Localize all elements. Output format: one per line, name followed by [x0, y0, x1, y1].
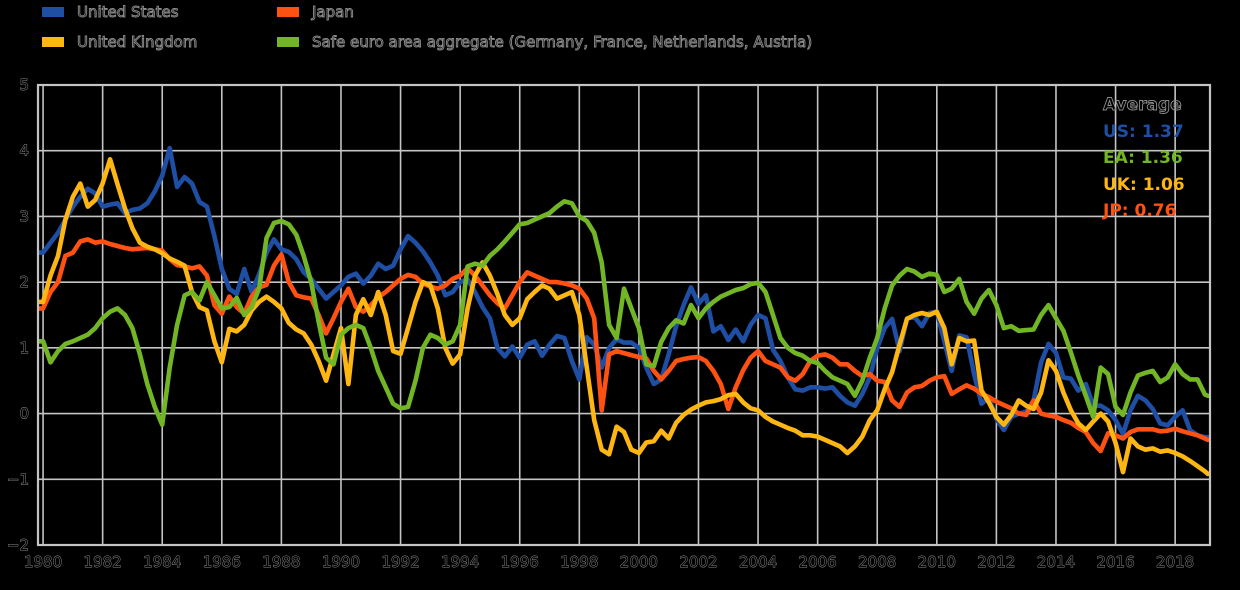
x-tick-label: 2008 [858, 553, 896, 571]
legend-label-united-kingdom: United Kingdom [77, 33, 198, 52]
average-jp-value: JP: 0.76 [1103, 201, 1177, 221]
y-axis-tick-labels: 5 4 3 2 1 0 −1 −2 [6, 76, 29, 555]
x-tick-label: 1984 [143, 553, 181, 571]
y-tick-label: 1 [19, 339, 29, 357]
x-tick-label: 2000 [620, 553, 658, 571]
series-lines [38, 145, 1210, 477]
x-tick-label: 1982 [84, 553, 122, 571]
x-tick-label: 2004 [739, 553, 777, 571]
x-tick-label: 1988 [262, 553, 300, 571]
series-line-uk [38, 157, 1210, 477]
x-tick-label: 1998 [560, 553, 598, 571]
legend-swatch-safe-euro-area [277, 37, 299, 47]
average-annotation: Average US: 1.37 EA: 1.36 UK: 1.06 JP: 0… [1103, 92, 1223, 225]
legend-label-united-states: United States [77, 3, 179, 22]
series-line-us [38, 145, 1210, 440]
x-tick-label: 1994 [441, 553, 479, 571]
x-tick-label: 2002 [679, 553, 717, 571]
average-us-value: US: 1.37 [1103, 121, 1184, 142]
y-tick-label: 5 [19, 76, 29, 94]
average-ea-value: EA: 1.36 [1103, 148, 1183, 168]
x-tick-label: 2016 [1096, 553, 1134, 571]
x-tick-label: 2014 [1037, 553, 1075, 571]
legend: United States Japan United Kingdom Safe … [0, 0, 1000, 60]
y-tick-label: −2 [7, 536, 29, 554]
legend-swatch-japan [277, 7, 299, 17]
legend-label-japan: Japan [312, 3, 355, 22]
x-tick-label: 1992 [381, 553, 419, 571]
average-title: Average [1103, 95, 1183, 116]
x-axis-tick-labels: 1980 1982 1984 1986 1988 1990 1992 1994 1996 1998… [24, 553, 1195, 572]
legend-swatch-united-kingdom [42, 37, 64, 47]
x-tick-label: 1980 [24, 553, 62, 571]
y-tick-label: −1 [7, 470, 29, 488]
x-tick-label: 2010 [918, 553, 956, 571]
average-uk-value: UK: 1.06 [1103, 174, 1185, 195]
y-tick-label: 3 [19, 207, 29, 225]
x-tick-label: 1990 [322, 553, 360, 571]
series-line-jp [38, 237, 1210, 454]
y-tick-label: 0 [19, 405, 29, 423]
x-tick-label: 1996 [501, 553, 539, 571]
plot-border [36, 83, 1212, 547]
gridlines [38, 84, 1210, 546]
series-line-ea [38, 199, 1210, 428]
x-tick-label: 2006 [799, 553, 837, 571]
x-tick-label: 2012 [977, 553, 1015, 571]
y-tick-label: 2 [19, 273, 29, 291]
y-tick-label: 4 [19, 142, 29, 160]
legend-swatch-united-states [42, 7, 64, 17]
x-tick-label: 1986 [203, 553, 241, 571]
x-tick-label: 2018 [1156, 553, 1194, 571]
legend-label-safe-euro-area: Safe euro area aggregate (Germany, Franc… [312, 33, 813, 52]
